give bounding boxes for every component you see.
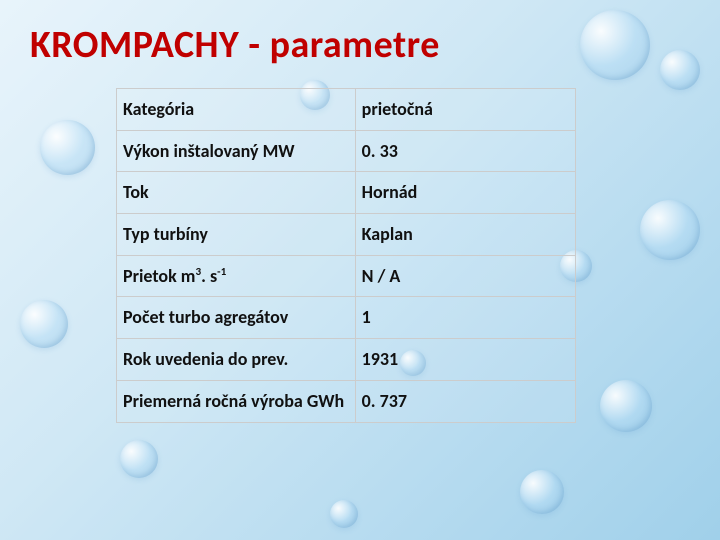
table-row: Prietok m3. s-1N / A	[117, 255, 576, 297]
table-row: Rok uvedenia do prev.1931	[117, 339, 576, 381]
parameters-table-body: KategóriaprietočnáVýkon inštalovaný MW0.…	[117, 89, 576, 423]
param-value: prietočná	[355, 89, 575, 131]
page-title: KROMPACHY - parametre	[30, 22, 690, 68]
table-row: Priemerná ročná výroba GWh0. 737	[117, 380, 576, 422]
param-value: N / A	[355, 255, 575, 297]
param-label: Tok	[117, 172, 356, 214]
parameters-table: KategóriaprietočnáVýkon inštalovaný MW0.…	[116, 88, 576, 423]
table-row: Výkon inštalovaný MW0. 33	[117, 130, 576, 172]
param-label: Priemerná ročná výroba GWh	[117, 380, 356, 422]
param-value: 1	[355, 297, 575, 339]
slide-page: KROMPACHY - parametre Kategóriaprietočná…	[0, 0, 720, 540]
param-label: Rok uvedenia do prev.	[117, 339, 356, 381]
param-label: Kategória	[117, 89, 356, 131]
param-value: 1931	[355, 339, 575, 381]
param-label: Počet turbo agregátov	[117, 297, 356, 339]
param-label: Typ turbíny	[117, 214, 356, 256]
param-value: 0. 33	[355, 130, 575, 172]
param-value: Hornád	[355, 172, 575, 214]
param-label: Výkon inštalovaný MW	[117, 130, 356, 172]
param-label: Prietok m3. s-1	[117, 255, 356, 297]
parameters-table-wrap: KategóriaprietočnáVýkon inštalovaný MW0.…	[116, 88, 576, 423]
table-row: Typ turbínyKaplan	[117, 214, 576, 256]
table-row: TokHornád	[117, 172, 576, 214]
table-row: Kategóriaprietočná	[117, 89, 576, 131]
table-row: Počet turbo agregátov1	[117, 297, 576, 339]
param-value: Kaplan	[355, 214, 575, 256]
param-value: 0. 737	[355, 380, 575, 422]
